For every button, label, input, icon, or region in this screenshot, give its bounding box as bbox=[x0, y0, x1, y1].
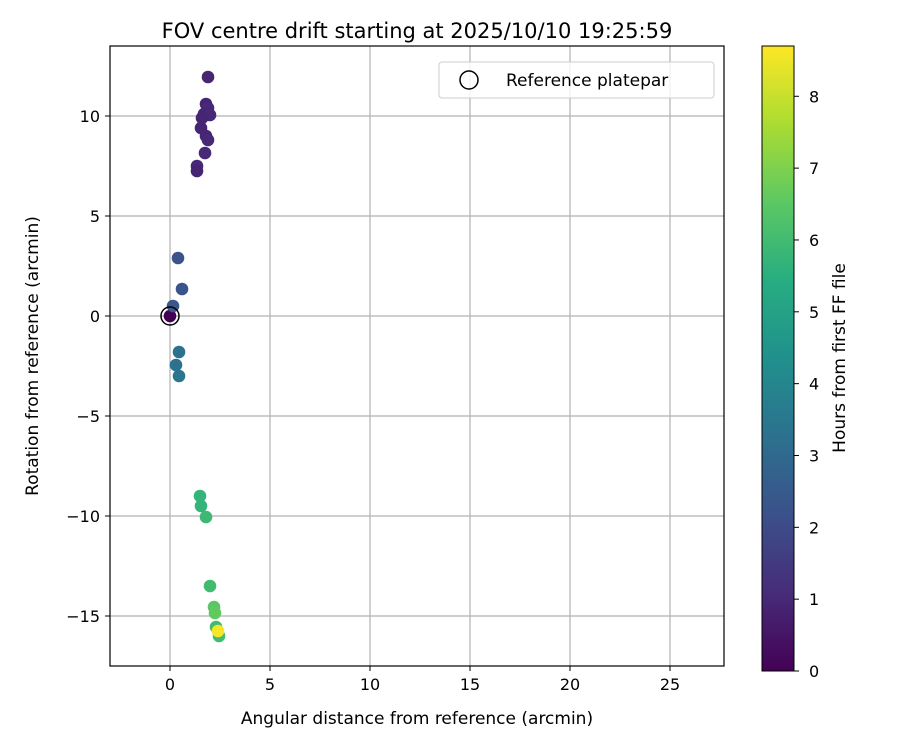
data-point bbox=[171, 251, 185, 265]
data-point bbox=[175, 282, 189, 296]
colorbar-label: Hours from first FF file bbox=[830, 263, 850, 453]
x-tick-label: 10 bbox=[360, 675, 380, 694]
data-point bbox=[201, 133, 215, 147]
data-point bbox=[195, 111, 209, 125]
colorbar-tick-label: 1 bbox=[809, 590, 819, 609]
y-axis-label: Rotation from reference (arcmin) bbox=[23, 216, 43, 496]
data-point bbox=[199, 510, 213, 524]
data-points bbox=[160, 70, 226, 643]
x-tick-label: 5 bbox=[265, 675, 275, 694]
data-point bbox=[194, 499, 208, 513]
data-point bbox=[163, 309, 177, 323]
legend: Reference platepar bbox=[438, 61, 715, 99]
y-tick-label: 10 bbox=[80, 107, 100, 126]
x-tick-label: 25 bbox=[660, 675, 680, 694]
colorbar-tick-label: 4 bbox=[809, 375, 819, 394]
colorbar-tick-label: 0 bbox=[809, 662, 819, 681]
y-tick-label: 0 bbox=[90, 307, 100, 326]
data-point bbox=[190, 164, 204, 178]
data-point bbox=[208, 606, 222, 620]
colorbar-tick-label: 2 bbox=[809, 518, 819, 537]
y-tick-label: 5 bbox=[90, 207, 100, 226]
colorbar-tick-label: 5 bbox=[809, 303, 819, 322]
data-point bbox=[203, 579, 217, 593]
data-point bbox=[201, 70, 215, 84]
x-axis-label: Angular distance from reference (arcmin) bbox=[241, 709, 593, 729]
y-tick-label: −10 bbox=[66, 507, 100, 526]
legend-label-reference: Reference platepar bbox=[506, 71, 668, 91]
colorbar-tick-label: 8 bbox=[809, 87, 819, 106]
x-tick-label: 15 bbox=[460, 675, 480, 694]
data-point bbox=[172, 369, 186, 383]
data-point bbox=[169, 358, 183, 372]
colorbar-tick-label: 3 bbox=[809, 446, 819, 465]
x-tick-label: 20 bbox=[560, 675, 580, 694]
data-point bbox=[198, 146, 212, 160]
data-point bbox=[193, 489, 207, 503]
y-tick-label: −15 bbox=[66, 607, 100, 626]
x-tick-label: 0 bbox=[165, 675, 175, 694]
colorbar-gradient bbox=[761, 45, 795, 672]
data-point bbox=[172, 345, 186, 359]
data-point bbox=[211, 624, 225, 638]
colorbar: 0 1 2 3 4 5 6 7 8 Hours from first FF file bbox=[761, 45, 850, 681]
colorbar-tick-label: 7 bbox=[809, 159, 819, 178]
chart-title: FOV centre drift starting at 2025/10/10 … bbox=[162, 19, 673, 43]
colorbar-tick-label: 6 bbox=[809, 231, 819, 250]
plot-frame bbox=[109, 45, 725, 667]
colorbar-ticks: 0 1 2 3 4 5 6 7 8 bbox=[794, 87, 819, 681]
reference-marker bbox=[160, 306, 180, 326]
axes: 0 5 10 15 20 25 −15 −10 −5 0 5 10 bbox=[66, 45, 725, 694]
legend-marker-reference bbox=[459, 70, 479, 90]
y-tick-label: −5 bbox=[76, 407, 100, 426]
legend-box bbox=[438, 61, 715, 99]
